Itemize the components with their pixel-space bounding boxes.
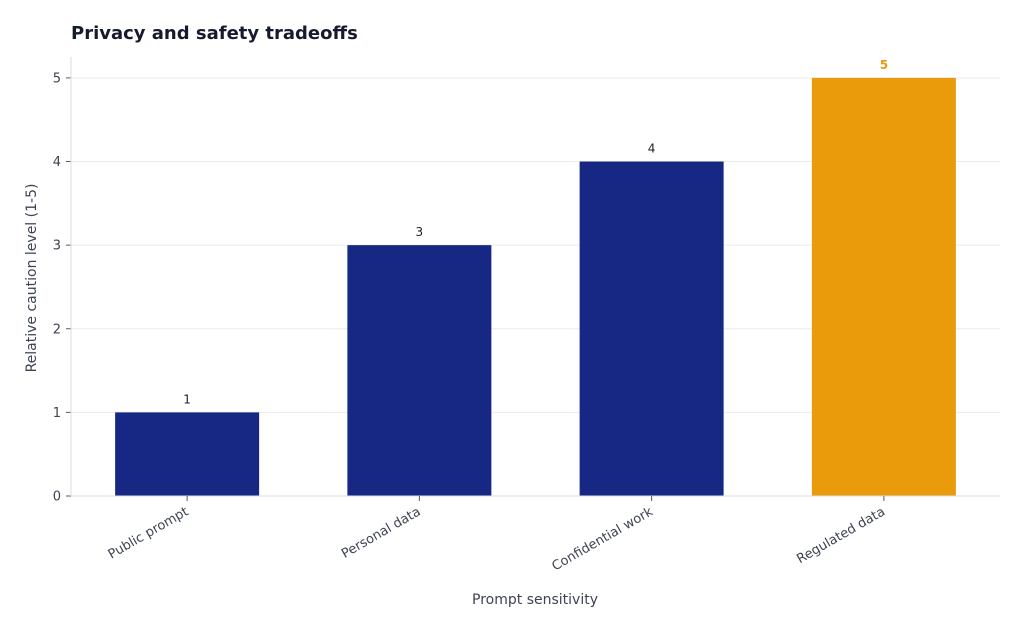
y-tick-label: 0 <box>53 490 61 505</box>
bars <box>115 77 956 497</box>
bar <box>347 245 492 496</box>
x-tick-label: Regulated data <box>794 504 887 567</box>
data-labels: 1 3 4 5 <box>183 58 888 406</box>
bar <box>811 77 956 497</box>
y-tick-label: 4 <box>53 155 61 170</box>
chart-title: Privacy and safety tradeoffs <box>71 23 358 44</box>
x-tick-label: Confidential work <box>550 504 656 574</box>
y-tick-label: 2 <box>53 322 61 337</box>
y-tick-label: 1 <box>53 406 61 421</box>
x-axis: Public prompt Personal data Confidential w… <box>71 495 1000 574</box>
y-axis: 0 1 2 3 4 5 <box>53 57 72 505</box>
data-label: 4 <box>648 142 656 156</box>
x-tick-label: Public prompt <box>106 504 191 562</box>
y-tick-label: 5 <box>53 71 61 86</box>
data-label: 5 <box>880 58 888 72</box>
bar <box>579 161 724 496</box>
bar <box>115 412 260 496</box>
data-label: 1 <box>183 392 191 406</box>
x-tick-label: Personal data <box>339 504 423 561</box>
y-tick-label: 3 <box>53 239 61 254</box>
data-label: 3 <box>416 225 424 239</box>
y-axis-title: Relative caution level (1-5) <box>24 184 40 373</box>
x-axis-title: Prompt sensitivity <box>472 592 598 608</box>
